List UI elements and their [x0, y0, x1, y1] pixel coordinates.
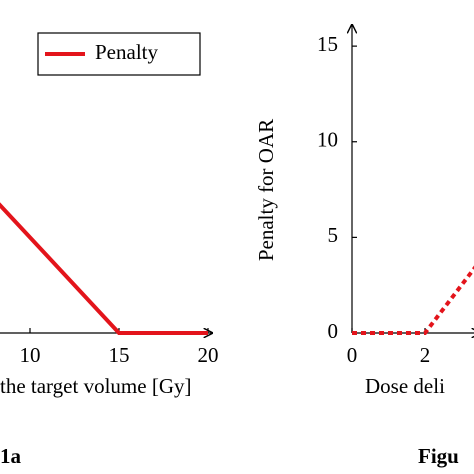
y-tick-label: 5: [328, 223, 339, 247]
caption: Figu: [418, 444, 459, 468]
x-axis-label: the target volume [Gy]: [0, 374, 191, 398]
x-tick-label: 2: [420, 343, 431, 367]
right-plot: 0 2 0 5 10 15 Dose deli Figu Penalty for OAR: [254, 25, 474, 468]
x-tick-label: 15: [109, 343, 130, 367]
x-axis-label: Dose deli: [365, 374, 445, 398]
caption: 1a: [0, 444, 22, 468]
legend-label: Penalty: [95, 40, 158, 64]
x-tick-label: 20: [198, 343, 219, 367]
y-tick-label: 0: [328, 319, 339, 343]
y-tick-label: 10: [317, 128, 338, 152]
x-tick-label: 10: [20, 343, 41, 367]
left-plot: 10 15 20 the target volume [Gy] 1a Penalty: [0, 32, 219, 468]
y-tick-label: 15: [317, 32, 338, 56]
x-tick-label: 0: [347, 343, 358, 367]
line-series: [352, 265, 474, 335]
line-series: [0, 202, 208, 335]
y-axis-label: Penalty for OAR: [254, 119, 278, 261]
